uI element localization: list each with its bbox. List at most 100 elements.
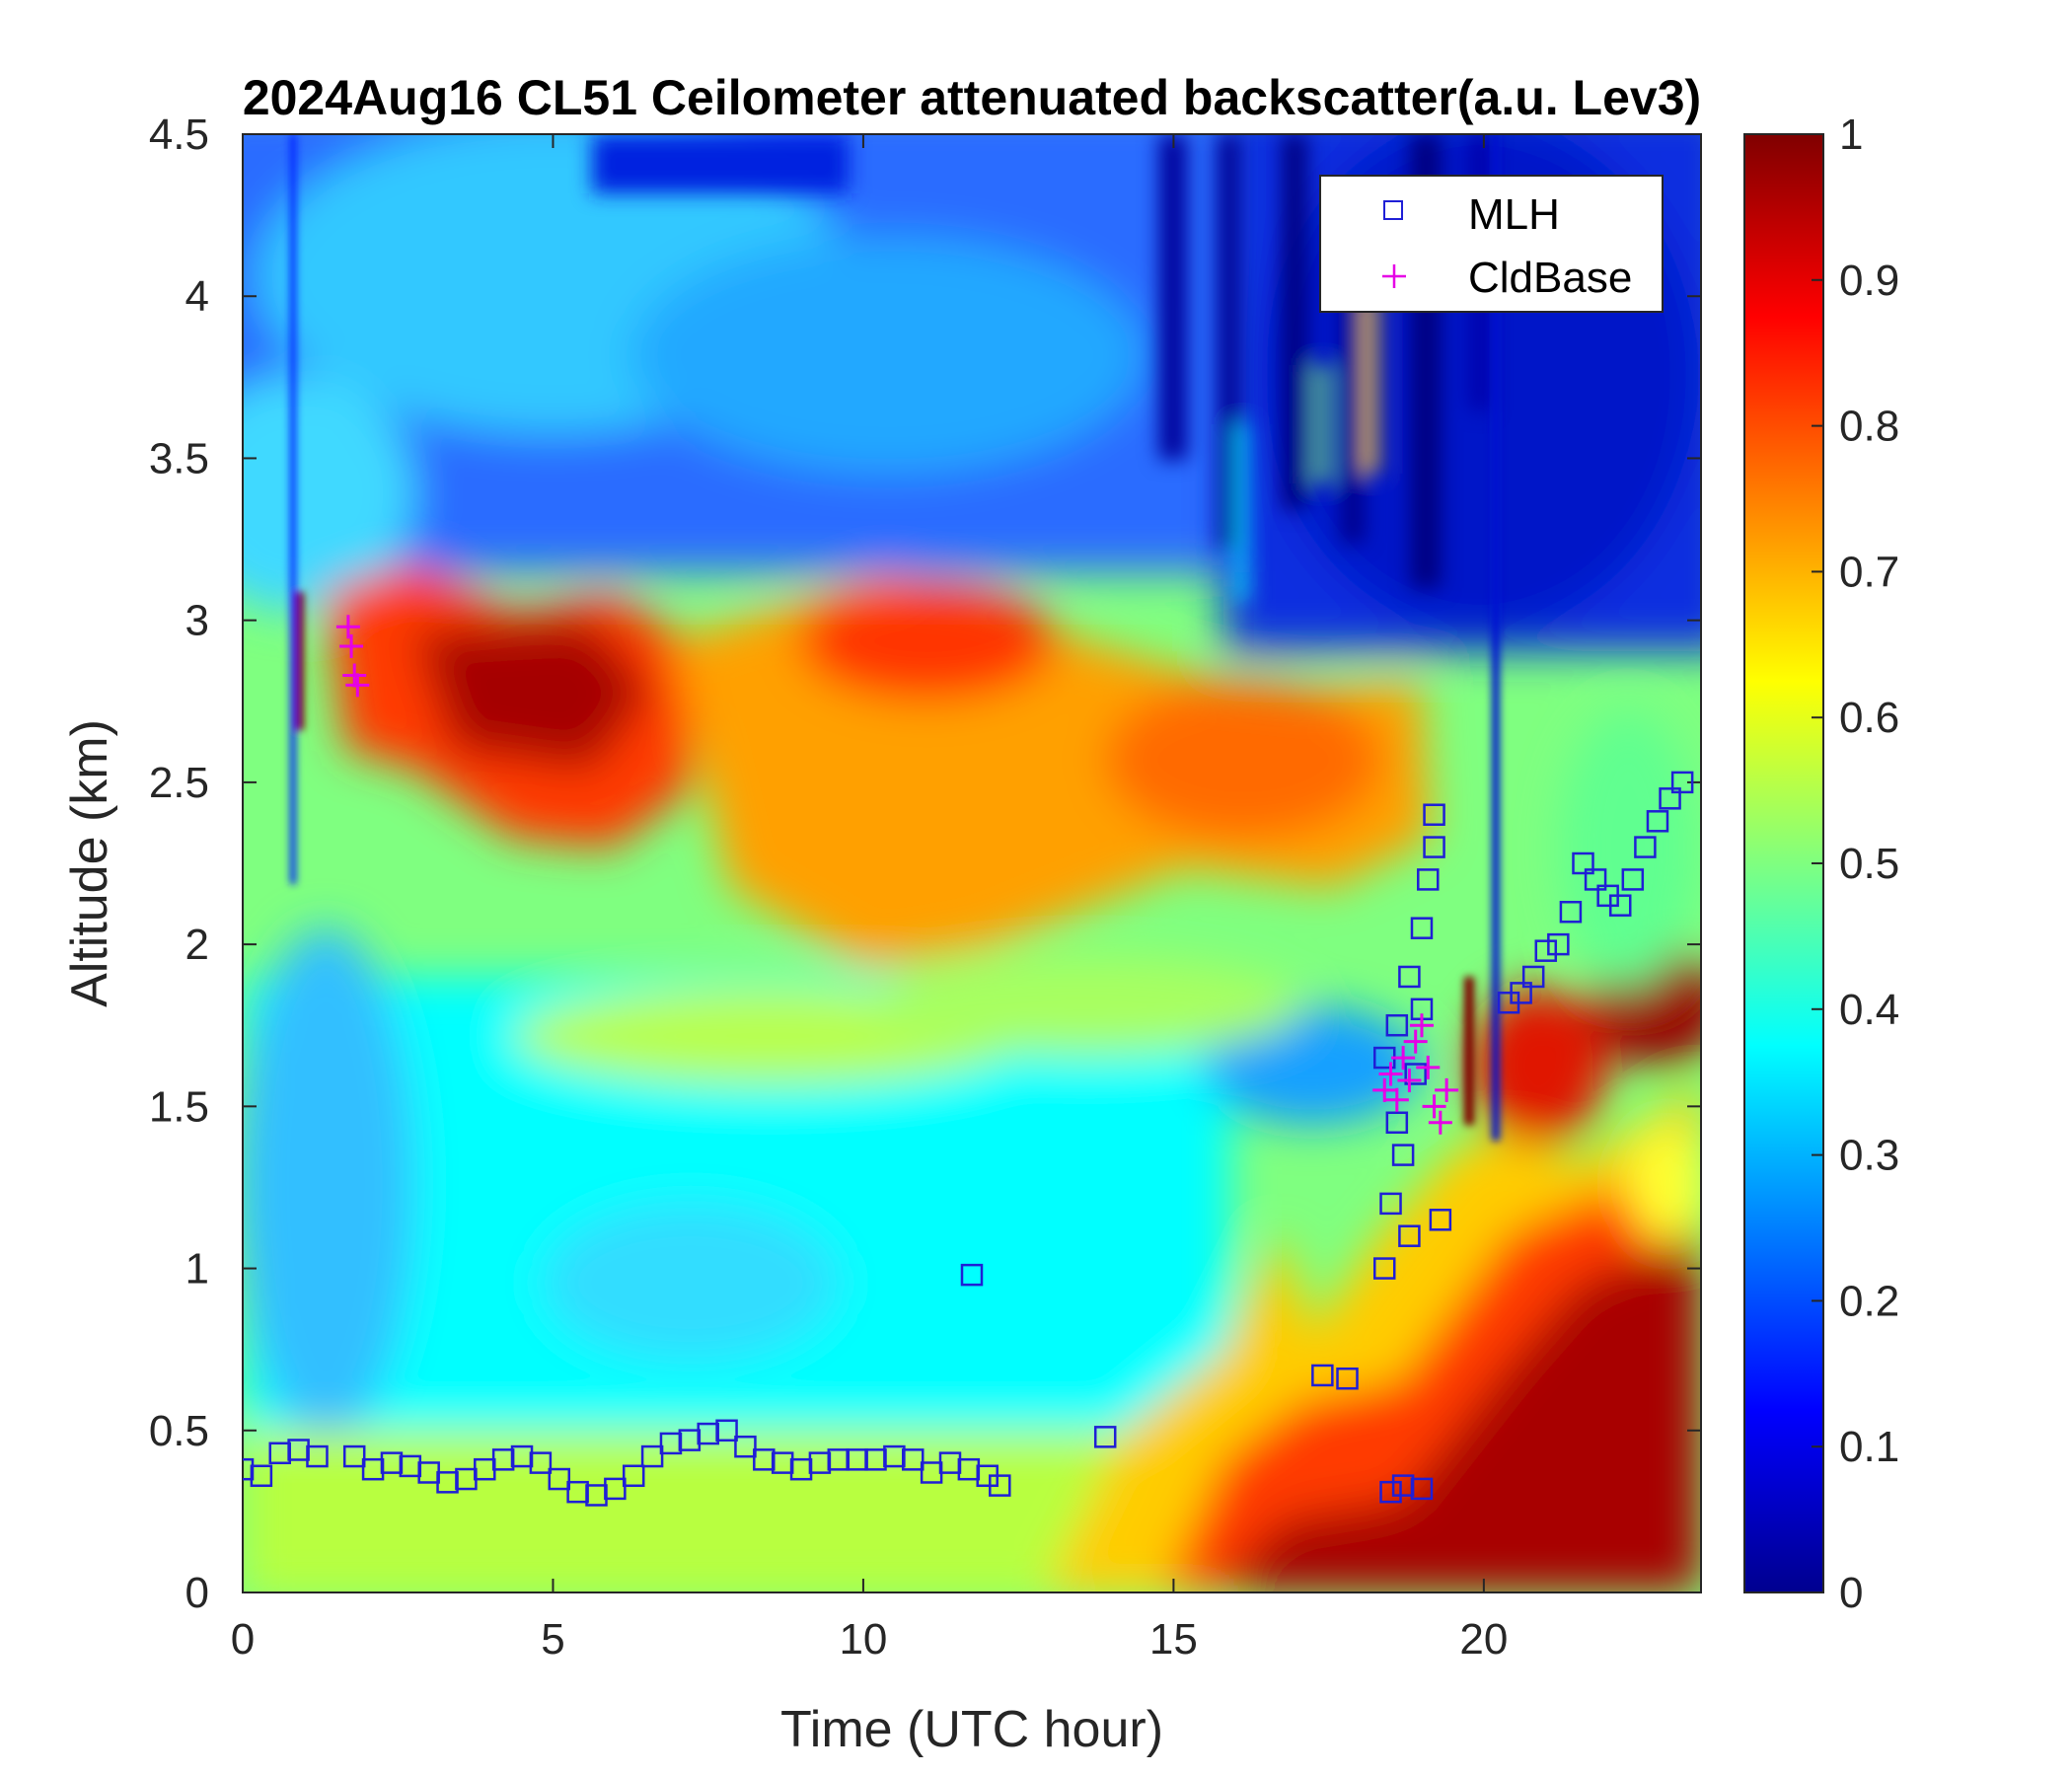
mlh-marker	[1670, 771, 1694, 794]
y-tick-label: 4	[185, 272, 209, 321]
mlh-marker	[1410, 917, 1434, 939]
mlh-marker	[250, 1464, 273, 1488]
chart-title: 2024Aug16 CL51 Ceilometer attenuated bac…	[243, 70, 1701, 125]
colorbar-tick-label: 0.1	[1839, 1423, 1899, 1471]
mlh-marker	[1398, 965, 1421, 989]
mlh-marker	[989, 1474, 1011, 1497]
y-tick-label: 0	[185, 1569, 209, 1617]
legend: MLH CldBase	[1319, 175, 1664, 313]
colorbar-tick-label: 0.7	[1839, 548, 1899, 596]
mlh-marker	[1429, 1209, 1452, 1231]
mlh-marker	[1410, 1477, 1434, 1501]
colorbar-tick-label: 0.3	[1839, 1132, 1899, 1180]
cldbase-marker	[1409, 1013, 1434, 1038]
cldbase-marker	[1422, 1094, 1446, 1119]
colorbar-tick-label: 0	[1839, 1569, 1863, 1617]
legend-mlh-marker	[1383, 200, 1403, 220]
mlh-marker	[1608, 894, 1632, 917]
cldbase-marker	[1435, 1077, 1459, 1102]
mlh-marker	[604, 1477, 627, 1501]
mlh-marker	[1547, 932, 1570, 956]
mlh-marker	[960, 1263, 984, 1287]
mlh-marker	[1336, 1367, 1359, 1390]
colorbar-tick-label: 0.9	[1839, 257, 1899, 305]
mlh-marker	[1659, 787, 1681, 810]
colorbar-tick-label: 0.4	[1839, 986, 1899, 1034]
mlh-marker	[1534, 939, 1558, 962]
mlh-marker	[1634, 836, 1657, 858]
mlh-marker	[734, 1435, 757, 1458]
y-tick-label: 2	[185, 921, 209, 969]
y-tick-label: 2.5	[149, 759, 209, 807]
mlh-marker	[1423, 803, 1445, 826]
cldbase-marker	[1378, 1062, 1403, 1086]
x-axis-label: Time (UTC hour)	[780, 1701, 1163, 1758]
x-tick-label: 20	[1459, 1615, 1508, 1664]
x-tick-label: 5	[541, 1615, 564, 1664]
colorbar-axis: 0 0.1 0.2 0.3 0.4 0.5 0.6 0.7 0.8 0.9 1	[1812, 111, 1899, 1617]
cldbase-marker	[339, 633, 364, 658]
mlh-marker	[1646, 810, 1669, 833]
mlh-marker	[1379, 1192, 1402, 1216]
mlh-marker	[1621, 868, 1645, 891]
plot-frame	[242, 133, 1702, 1593]
cldbase-marker	[1391, 1046, 1416, 1071]
cldbase-marker	[1403, 1029, 1428, 1054]
legend-box	[1319, 175, 1664, 313]
mlh-marker	[1423, 836, 1445, 858]
y-tick-label: 1	[185, 1245, 209, 1294]
mlh-marker	[1093, 1426, 1117, 1448]
mlh-marker	[640, 1444, 664, 1468]
cldbase-marker	[1397, 1069, 1422, 1093]
mlh-marker	[306, 1444, 329, 1468]
y-tick-label: 1.5	[149, 1082, 209, 1131]
mlh-marker	[622, 1464, 645, 1488]
mlh-marker	[1572, 851, 1594, 875]
cldbase-marker	[1384, 1087, 1409, 1112]
mlh-marker	[1385, 1013, 1409, 1037]
mlh-marker	[902, 1448, 925, 1471]
cldbase-marker	[1416, 1055, 1441, 1079]
x-tick-label: 0	[231, 1615, 255, 1664]
cldbase-marker	[1428, 1110, 1452, 1135]
colorbar-tick-label: 0.5	[1839, 840, 1899, 888]
heatmap-field	[243, 134, 1701, 1592]
y-tick-label: 0.5	[149, 1407, 209, 1455]
mlh-marker	[1404, 1063, 1427, 1085]
colorbar-tick-label: 1	[1839, 111, 1863, 159]
mlh-marker	[1385, 1111, 1409, 1135]
mlh-marker	[1559, 901, 1583, 924]
mlh-marker	[1379, 1480, 1402, 1504]
x-axis: 0 5 10 15 20	[231, 134, 1508, 1664]
x-tick-label: 10	[839, 1615, 887, 1664]
mlh-marker	[342, 1444, 366, 1468]
cldbase-marker	[342, 663, 367, 688]
mlh-marker	[1521, 965, 1545, 989]
x-tick-label: 15	[1149, 1615, 1198, 1664]
mlh-marker	[1417, 868, 1440, 891]
mlh-marker	[1584, 868, 1607, 891]
y-axis: 0 0.5 1 1.5 2 2.5 3 3.5 4 4.5	[149, 111, 1701, 1617]
mlh-marker	[1510, 982, 1532, 1004]
mlh-marker	[1372, 1257, 1396, 1280]
mlh-marker	[548, 1467, 571, 1491]
marker-layer	[243, 615, 1694, 1507]
y-tick-label: 3.5	[149, 434, 209, 482]
cldbase-marker	[345, 673, 370, 698]
cldbase-marker	[1372, 1077, 1397, 1102]
y-tick-label: 3	[185, 597, 209, 645]
y-tick-label: 4.5	[149, 111, 209, 159]
cldbase-marker	[335, 615, 360, 639]
mlh-marker	[1391, 1144, 1415, 1166]
mlh-marker	[1311, 1364, 1334, 1387]
legend-mlh-label: MLH	[1468, 190, 1560, 239]
y-axis-label: Altitude (km)	[61, 719, 118, 1007]
mlh-marker	[529, 1451, 553, 1474]
legend-cldbase-label: CldBase	[1468, 254, 1632, 302]
mlh-marker	[1398, 1224, 1421, 1247]
colorbar-tick-label: 0.8	[1839, 403, 1899, 451]
colorbar-tick-label: 0.6	[1839, 694, 1899, 742]
legend-cldbase-marker	[1382, 264, 1406, 288]
mlh-marker	[715, 1419, 738, 1443]
